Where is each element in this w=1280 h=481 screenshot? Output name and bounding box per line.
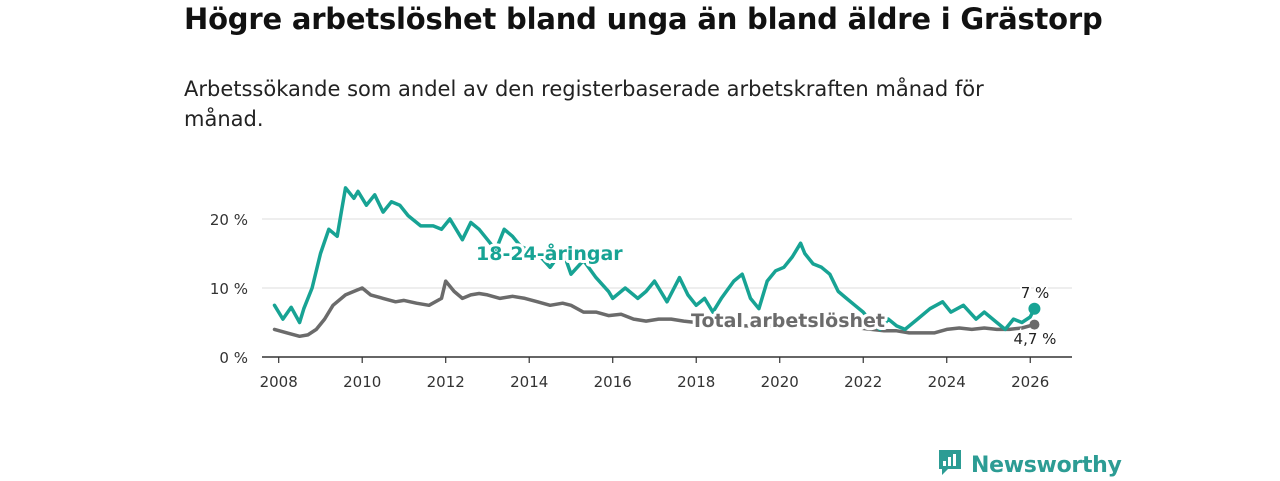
newsworthy-chart-icon xyxy=(937,449,963,481)
youth-series-line xyxy=(272,186,1037,332)
chart-subtitle: Arbetssökande som andel av den registerb… xyxy=(184,77,984,131)
x-tick-label: 2026 xyxy=(1011,373,1049,391)
y-axis-labels: 0 % 10 % 20 % xyxy=(210,211,248,367)
x-tick-label: 2016 xyxy=(594,373,632,391)
x-tick-label: 2008 xyxy=(260,373,298,391)
x-tick-label: 2022 xyxy=(844,373,882,391)
x-tick-label: 2012 xyxy=(427,373,465,391)
y-tick-label: 0 % xyxy=(219,349,248,367)
youth-end-label: 7 % xyxy=(1021,284,1050,302)
youth-end-point xyxy=(1028,302,1041,315)
y-tick-label: 10 % xyxy=(210,280,248,298)
total-series-line xyxy=(272,279,1037,339)
chart-title: Högre arbetslöshet bland unga än bland ä… xyxy=(184,2,1103,36)
x-tick-label: 2020 xyxy=(761,373,799,391)
label-layer: 18-24-åringar Total arbetslöshet 7 % 4,7 % xyxy=(473,238,1058,350)
newsworthy-logo: Newsworthy xyxy=(937,449,1122,481)
brand-name: Newsworthy xyxy=(971,452,1122,478)
x-tick-label: 2018 xyxy=(677,373,715,391)
youth-series-label: 18-24-åringar xyxy=(476,241,623,265)
total-series-label: Total arbetslöshet xyxy=(691,310,885,332)
total-end-point xyxy=(1029,319,1040,330)
y-tick-label: 20 % xyxy=(210,211,248,229)
x-axis-ticks: 2008 2010 2012 2014 2016 2018 2020 2022 2024 2026 xyxy=(260,357,1049,391)
gridlines xyxy=(262,218,1072,289)
x-tick-label: 2024 xyxy=(928,373,966,391)
total-end-label: 4,7 % xyxy=(1014,330,1057,348)
x-tick-label: 2014 xyxy=(510,373,548,391)
series-layer xyxy=(272,186,1041,339)
x-tick-label: 2010 xyxy=(343,373,381,391)
